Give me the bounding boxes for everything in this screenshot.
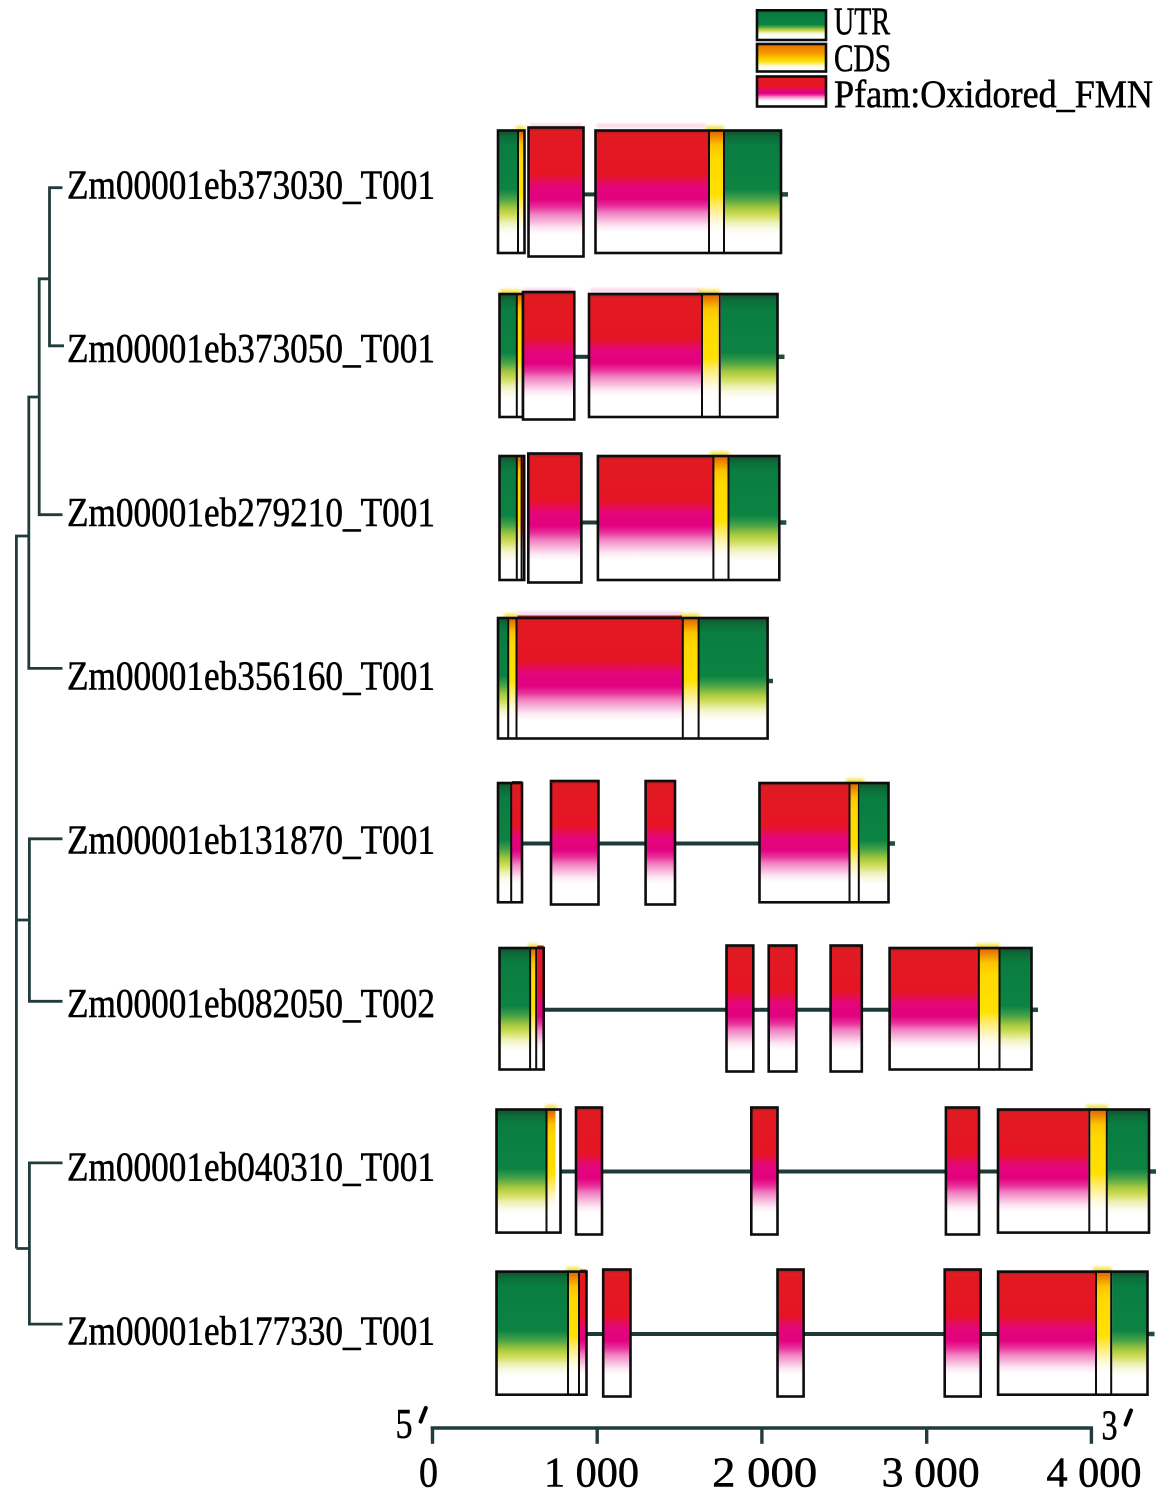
svg-text:Zm00001eb373050_T001: Zm00001eb373050_T001 <box>67 325 435 371</box>
svg-text:Pfam:Oxidored_FMN: Pfam:Oxidored_FMN <box>834 73 1153 116</box>
svg-text:3: 3 <box>1102 1404 1118 1450</box>
svg-text:Zm00001eb279210_T001: Zm00001eb279210_T001 <box>67 489 435 535</box>
svg-text:2 000: 2 000 <box>712 1451 817 1497</box>
svg-text:Zm00001eb177330_T001: Zm00001eb177330_T001 <box>67 1307 435 1353</box>
svg-text:4 000: 4 000 <box>1047 1451 1142 1497</box>
svg-text:Zm00001eb131870_T001: Zm00001eb131870_T001 <box>67 816 435 862</box>
svg-text:UTR: UTR <box>834 0 890 43</box>
svg-text:0: 0 <box>419 1451 438 1497</box>
svg-text:Zm00001eb040310_T001: Zm00001eb040310_T001 <box>67 1144 435 1190</box>
svg-text:1 000: 1 000 <box>544 1451 639 1497</box>
svg-text:Zm00001eb356160_T001: Zm00001eb356160_T001 <box>67 653 435 699</box>
svg-text:Zm00001eb373030_T001: Zm00001eb373030_T001 <box>67 162 435 208</box>
svg-text:Zm00001eb082050_T002: Zm00001eb082050_T002 <box>67 980 435 1026</box>
svg-text:CDS: CDS <box>834 37 891 80</box>
svg-text:3 000: 3 000 <box>882 1451 980 1497</box>
svg-text:5: 5 <box>396 1402 413 1448</box>
